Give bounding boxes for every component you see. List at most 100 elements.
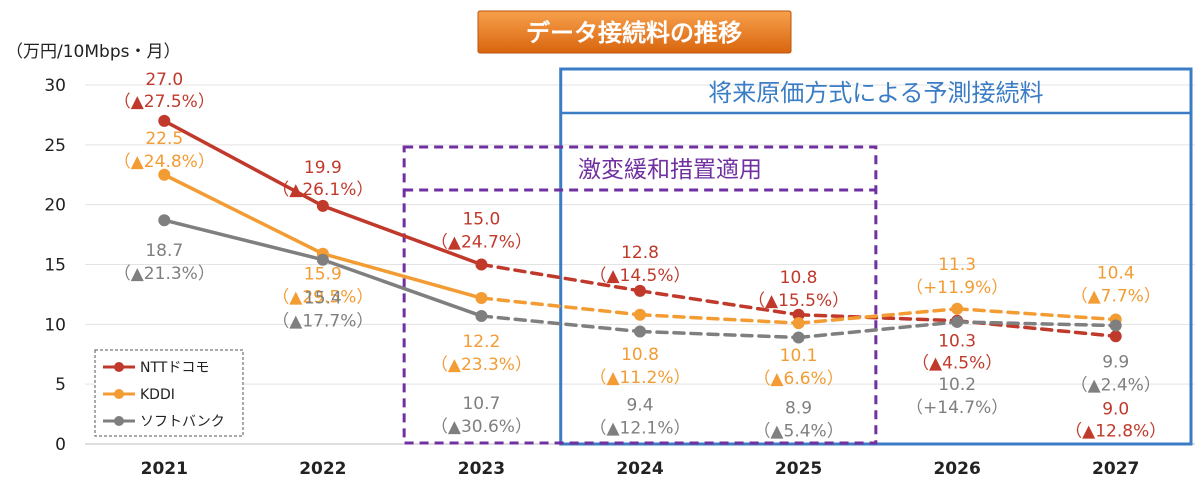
- series-docomo-segment-2: [479, 262, 642, 293]
- legend-marker-docomo: [114, 362, 124, 372]
- value-label-softbank-2027: 9.9: [1102, 353, 1129, 373]
- value-label-docomo-2021: 27.0: [145, 70, 183, 90]
- value-label-kddi-2024: 10.8: [621, 345, 659, 365]
- chart-title-badge: データ接続料の推移: [477, 10, 792, 54]
- series-kddi-segment-2: [479, 296, 642, 317]
- value-label-kddi-2021: 22.5: [145, 129, 183, 149]
- series-softbank-segment-2: [479, 314, 642, 334]
- legend-marker-softbank: [114, 416, 124, 426]
- series-kddi-point-2023: [475, 292, 488, 305]
- value-label-docomo-2027: 9.0: [1102, 399, 1129, 419]
- legend: NTTドコモ KDDI ソフトバンク: [94, 349, 244, 437]
- y-tick-15: 15: [44, 256, 66, 276]
- value-label-kddi-2025: 10.1: [780, 346, 818, 366]
- series-kddi-segment-1: [321, 251, 484, 300]
- series-softbank: [158, 214, 1122, 344]
- series-kddi-point-2025: [792, 317, 805, 330]
- series-docomo-segment-4: [796, 313, 959, 323]
- series-kddi-segment-3: [638, 313, 801, 325]
- legend-label-docomo: NTTドコモ: [140, 360, 209, 376]
- series-docomo-point-2023: [475, 258, 488, 271]
- series-softbank-point-2024: [634, 325, 646, 338]
- x-tick-2021: 2021: [141, 459, 188, 479]
- series-kddi-segment-5: [955, 307, 1118, 322]
- series-docomo-point-2022: [316, 199, 329, 212]
- change-label-docomo-2022: （▲26.1%）: [272, 180, 373, 200]
- series-docomo-segment-3: [638, 289, 801, 317]
- change-label-kddi-2022: （▲29.5%）: [272, 288, 373, 308]
- data-labels: 27.0（▲27.5%） 19.9（▲26.1%） 15.0 （▲24.7%） 12.8…: [114, 70, 1167, 442]
- series-softbank-point-2026: [951, 315, 964, 328]
- value-label-docomo-2022: 19.9: [304, 158, 342, 178]
- legend-label-kddi: KDDI: [140, 387, 175, 403]
- y-tick-30: 30: [44, 76, 66, 96]
- change-label-docomo-2023: （▲24.7%）: [431, 233, 532, 253]
- change-label-docomo-2021: （▲27.5%）: [114, 92, 215, 112]
- x-tick-2027: 2027: [1092, 459, 1139, 479]
- series-kddi-segment-4: [796, 307, 959, 325]
- legend-marker-kddi: [114, 389, 124, 399]
- change-label-softbank-2023: （▲30.6%）: [431, 417, 532, 437]
- value-label-softbank-2021: 18.7: [145, 241, 183, 261]
- series-kddi: [158, 168, 1122, 330]
- y-tick-10: 10: [44, 315, 66, 335]
- value-label-kddi-2026: 11.3: [938, 255, 976, 275]
- series-softbank-point-2025: [792, 331, 805, 344]
- series-docomo-point-2024: [634, 284, 646, 297]
- series-docomo-point-2027: [1109, 330, 1122, 343]
- change-label-softbank-2026: （+14.7%）: [906, 398, 1008, 418]
- change-label-softbank-2024: （▲12.1%）: [589, 419, 690, 439]
- value-label-kddi-2023: 12.2: [462, 332, 500, 352]
- forecast-label: 将来原価方式による予測接続料: [708, 79, 1043, 107]
- mitigation-region: 激変緩和措置適用: [402, 145, 878, 445]
- series-layer: [158, 114, 1122, 344]
- series-softbank-segment-1: [321, 257, 484, 318]
- value-label-softbank-2024: 9.4: [626, 396, 653, 416]
- series-docomo: [158, 114, 1122, 343]
- change-label-docomo-2024: （▲14.5%）: [589, 266, 690, 286]
- change-label-docomo-2025: （▲15.5%）: [748, 291, 849, 311]
- change-label-kddi-2021: （▲24.8%）: [114, 152, 215, 172]
- change-label-softbank-2021: （▲21.3%）: [114, 264, 215, 284]
- series-softbank-segment-3: [638, 329, 801, 340]
- x-tick-2026: 2026: [933, 459, 980, 479]
- y-tick-0: 0: [55, 435, 66, 455]
- change-label-softbank-2027: （▲2.4%）: [1071, 376, 1161, 396]
- change-label-kddi-2026: （+11.9%）: [906, 278, 1008, 298]
- change-label-softbank-2022: （▲17.7%）: [272, 312, 373, 332]
- x-tick-2025: 2025: [775, 459, 822, 479]
- series-kddi-point-2026: [951, 302, 964, 315]
- y-tick-25: 25: [44, 136, 66, 156]
- change-label-kddi-2025: （▲6.6%）: [753, 369, 843, 389]
- series-docomo-point-2025: [792, 308, 805, 321]
- series-kddi-point-2024: [634, 308, 646, 321]
- value-label-kddi-2027: 10.4: [1097, 264, 1135, 284]
- change-label-docomo-2026: （▲4.5%）: [912, 354, 1002, 374]
- y-tick-20: 20: [44, 196, 66, 216]
- value-label-softbank-2026: 10.2: [938, 375, 976, 395]
- change-label-kddi-2027: （▲7.7%）: [1071, 287, 1161, 307]
- value-label-softbank-2023: 10.7: [462, 394, 500, 414]
- series-softbank-point-2021: [158, 214, 171, 227]
- series-softbank-point-2022: [316, 253, 329, 266]
- grid-lines: [85, 84, 1195, 445]
- change-label-softbank-2025: （▲5.4%）: [753, 421, 843, 441]
- series-softbank-segment-0: [162, 218, 325, 262]
- chart-title: データ接続料の推移: [526, 19, 742, 47]
- series-softbank-point-2027: [1109, 319, 1122, 332]
- series-docomo-segment-1: [321, 204, 484, 267]
- x-tick-2022: 2022: [299, 459, 346, 479]
- series-docomo-point-2021: [158, 114, 171, 127]
- change-label-kddi-2023: （▲23.3%）: [431, 355, 532, 375]
- x-tick-2024: 2024: [616, 459, 663, 479]
- change-label-kddi-2024: （▲11.2%）: [589, 368, 690, 388]
- mitigation-label: 激変緩和措置適用: [578, 157, 762, 183]
- value-label-docomo-2025: 10.8: [780, 268, 818, 288]
- change-label-docomo-2027: （▲12.8%）: [1065, 421, 1166, 441]
- y-tick-5: 5: [55, 375, 66, 395]
- x-tick-2023: 2023: [458, 459, 505, 479]
- value-label-kddi-2022: 15.9: [304, 265, 342, 285]
- value-label-softbank-2025: 8.9: [785, 398, 812, 418]
- series-softbank-point-2023: [475, 309, 488, 322]
